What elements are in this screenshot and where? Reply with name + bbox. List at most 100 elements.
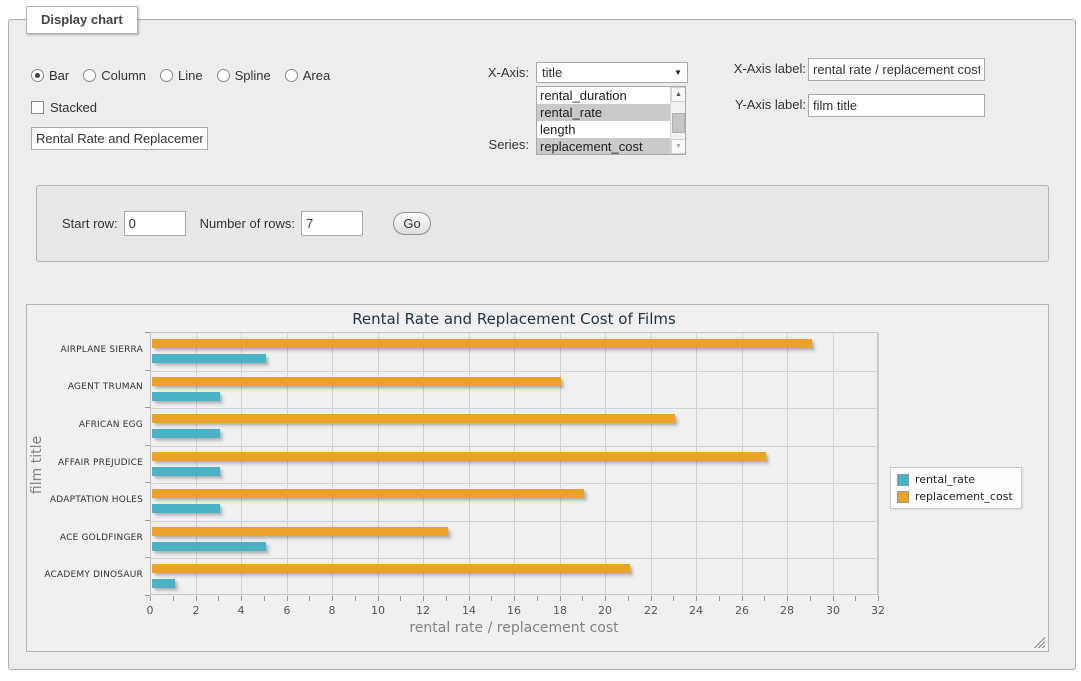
series-option-length[interactable]: length	[537, 121, 685, 138]
chart-type-option-spline[interactable]: Spline	[217, 68, 271, 83]
bar-replacement_cost	[152, 377, 561, 386]
chart-plot-area	[150, 332, 878, 595]
gridline-horizontal	[151, 446, 879, 447]
radio-button-spline[interactable]	[217, 69, 230, 82]
gridline-vertical	[241, 333, 242, 596]
radio-button-bar[interactable]	[31, 69, 44, 82]
gridline-vertical	[423, 333, 424, 596]
x-tick-mark	[150, 596, 151, 601]
y-tick-label: AGENT TRUMAN	[27, 382, 143, 392]
x-axis-label-label: X-Axis label:	[714, 58, 806, 79]
x-tick-mark	[446, 596, 447, 601]
x-tick-label: 12	[408, 604, 438, 617]
x-tick-mark	[696, 596, 697, 601]
x-tick-mark	[355, 596, 356, 601]
bar-rental_rate	[152, 392, 220, 401]
go-button[interactable]: Go	[393, 212, 431, 235]
gridline-vertical	[287, 333, 288, 596]
gridline-vertical	[378, 333, 379, 596]
stacked-checkbox[interactable]	[31, 101, 44, 114]
x-tick-mark	[332, 596, 333, 601]
x-tick-mark	[423, 596, 424, 601]
gridline-vertical	[878, 333, 879, 596]
x-tick-mark	[378, 596, 379, 601]
x-tick-label: 8	[317, 604, 347, 617]
x-tick-mark	[491, 596, 492, 601]
x-axis-title: rental rate / replacement cost	[27, 620, 1001, 636]
y-axis-label-input[interactable]	[808, 94, 985, 117]
y-tick-mark	[145, 407, 150, 408]
bar-replacement_cost	[152, 564, 630, 573]
x-tick-mark	[560, 596, 561, 601]
gridline-horizontal	[151, 408, 879, 409]
legend-item-rental_rate: rental_rate	[897, 473, 1013, 486]
series-option-replacement_cost[interactable]: replacement_cost	[537, 138, 685, 155]
gridline-horizontal	[151, 558, 879, 559]
bar-rental_rate	[152, 542, 266, 551]
x-tick-mark	[855, 596, 856, 601]
chart-type-label: Spline	[235, 68, 271, 83]
bar-rental_rate	[152, 579, 175, 588]
rows-panel: Start row: Number of rows: Go	[36, 185, 1049, 262]
x-tick-label: 20	[590, 604, 620, 617]
x-tick-label: 26	[727, 604, 757, 617]
scroll-up-icon[interactable]: ▲	[671, 87, 686, 102]
series-listbox[interactable]: rental_durationrental_ratelengthreplacem…	[536, 86, 686, 155]
resize-handle-icon[interactable]	[1034, 637, 1045, 648]
scroll-down-icon[interactable]: ▼	[671, 139, 686, 154]
radio-button-area[interactable]	[285, 69, 298, 82]
x-axis-label-input[interactable]	[808, 58, 985, 81]
x-tick-label: 16	[499, 604, 529, 617]
chart-type-option-area[interactable]: Area	[285, 68, 330, 83]
radio-button-line[interactable]	[160, 69, 173, 82]
x-axis-select[interactable]: title ▼	[536, 62, 688, 83]
x-tick-mark	[287, 596, 288, 601]
x-tick-label: 24	[681, 604, 711, 617]
x-tick-mark	[764, 596, 765, 601]
x-tick-label: 28	[772, 604, 802, 617]
start-row-input[interactable]	[124, 211, 186, 236]
y-tick-mark	[145, 557, 150, 558]
radio-button-column[interactable]	[83, 69, 96, 82]
series-option-rental_duration[interactable]: rental_duration	[537, 87, 685, 104]
chart-type-label: Line	[178, 68, 203, 83]
gridline-vertical	[332, 333, 333, 596]
bar-rental_rate	[152, 467, 220, 476]
legend-item-replacement_cost: replacement_cost	[897, 490, 1013, 503]
bar-replacement_cost	[152, 489, 584, 498]
x-tick-label: 2	[181, 604, 211, 617]
chart-title-input[interactable]	[31, 127, 208, 150]
x-tick-mark	[651, 596, 652, 601]
chart-type-radio-group: Bar Column Line Spline Area	[31, 68, 330, 83]
x-axis-selected-value: title	[542, 65, 562, 80]
x-tick-label: 0	[135, 604, 165, 617]
x-tick-label: 18	[545, 604, 575, 617]
scrollbar-thumb[interactable]	[672, 113, 685, 133]
number-of-rows-input[interactable]	[301, 211, 363, 236]
x-tick-mark	[309, 596, 310, 601]
x-tick-label: 10	[363, 604, 393, 617]
display-chart-fieldset: Display chart BarColumnLineSplineArea St…	[8, 19, 1076, 670]
x-tick-mark	[582, 596, 583, 601]
number-of-rows-label: Number of rows:	[200, 216, 295, 231]
gridline-vertical	[469, 333, 470, 596]
bar-rental_rate	[152, 504, 220, 513]
x-tick-mark	[537, 596, 538, 601]
x-tick-mark	[173, 596, 174, 601]
x-tick-mark	[673, 596, 674, 601]
chart-type-option-bar[interactable]: Bar	[31, 68, 69, 83]
x-tick-mark	[878, 596, 879, 601]
listbox-scrollbar[interactable]: ▲ ▼	[670, 87, 685, 154]
x-tick-label: 32	[863, 604, 893, 617]
gridline-vertical	[742, 333, 743, 596]
y-axis-title: film title	[29, 395, 45, 535]
gridline-horizontal	[151, 371, 879, 372]
stacked-checkbox-row[interactable]: Stacked	[31, 100, 97, 115]
y-axis-label-label: Y-Axis label:	[714, 94, 806, 115]
y-tick-mark	[145, 370, 150, 371]
x-tick-mark	[810, 596, 811, 601]
x-tick-mark	[196, 596, 197, 601]
chart-type-option-column[interactable]: Column	[83, 68, 146, 83]
series-option-rental_rate[interactable]: rental_rate	[537, 104, 685, 121]
chart-type-option-line[interactable]: Line	[160, 68, 203, 83]
